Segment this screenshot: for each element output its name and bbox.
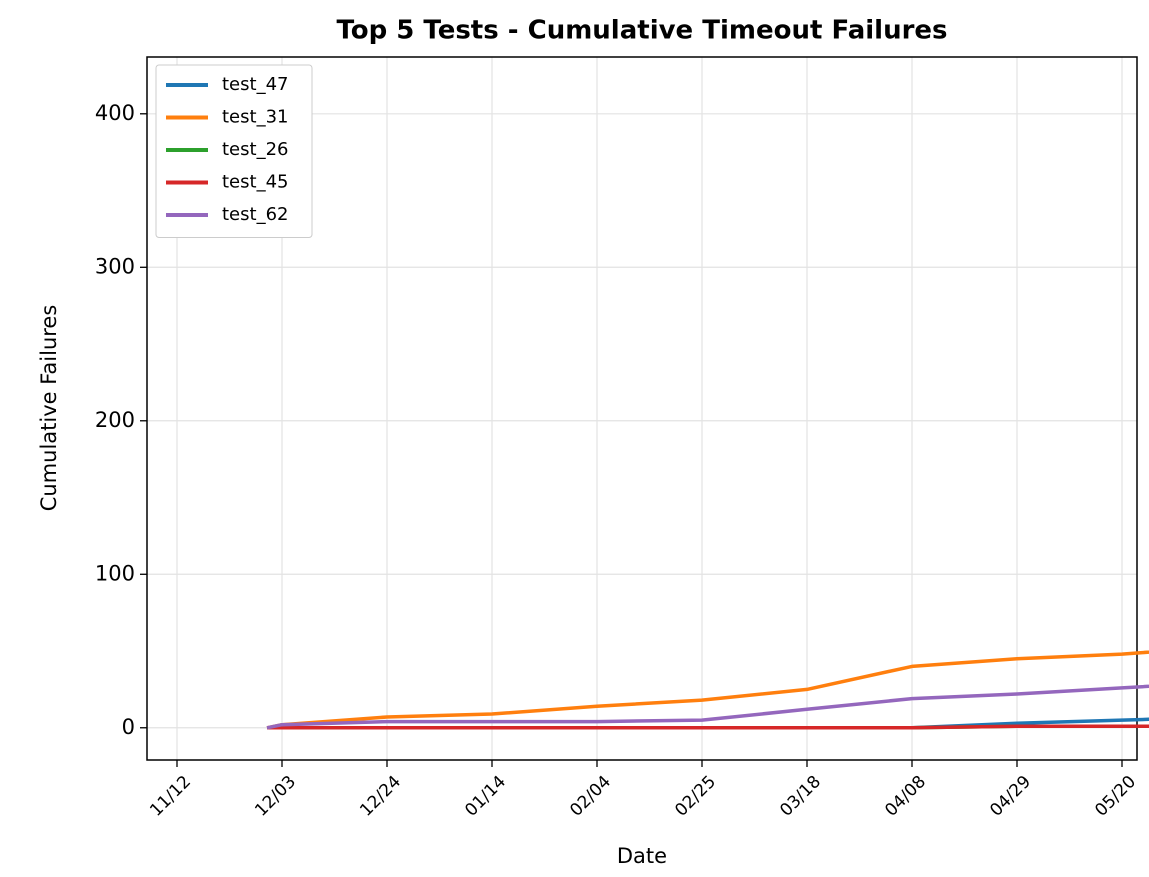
y-axis-label: Cumulative Failures (37, 305, 61, 512)
x-axis-label: Date (617, 844, 667, 868)
y-tick-label: 0 (122, 715, 135, 739)
x-tick-label: 02/25 (671, 772, 720, 821)
y-tick-label: 400 (95, 101, 135, 125)
x-tick-label: 04/29 (986, 772, 1035, 821)
legend-box (155, 64, 313, 238)
x-tick-label: 01/14 (461, 772, 510, 821)
legend-label: test_26 (222, 139, 288, 160)
x-tick-label: 11/12 (146, 772, 195, 821)
series-line (266, 684, 1149, 730)
legend-label: test_31 (222, 107, 288, 128)
chart-title: Top 5 Tests - Cumulative Timeout Failure… (336, 16, 947, 46)
x-tick-label: 04/08 (881, 772, 930, 821)
series-line (267, 724, 1149, 730)
x-tick-label: 02/04 (566, 772, 615, 821)
y-tick-label: 200 (95, 408, 135, 432)
x-tick-label: 03/18 (776, 772, 825, 821)
x-tick-label: 12/03 (251, 772, 300, 821)
legend: test_47 test_31 test_26 test_45 test_62 (155, 64, 313, 238)
legend-label: test_45 (222, 172, 288, 193)
legend-label: test_47 (222, 74, 288, 95)
y-tick-label: 100 (95, 561, 135, 585)
y-tick-label: 300 (95, 254, 135, 278)
x-tick-label: 12/24 (356, 772, 405, 821)
legend-label: test_62 (222, 204, 288, 225)
x-tick-label: 05/20 (1091, 772, 1140, 821)
plot-frame (146, 56, 1138, 761)
series-line (266, 650, 1149, 730)
